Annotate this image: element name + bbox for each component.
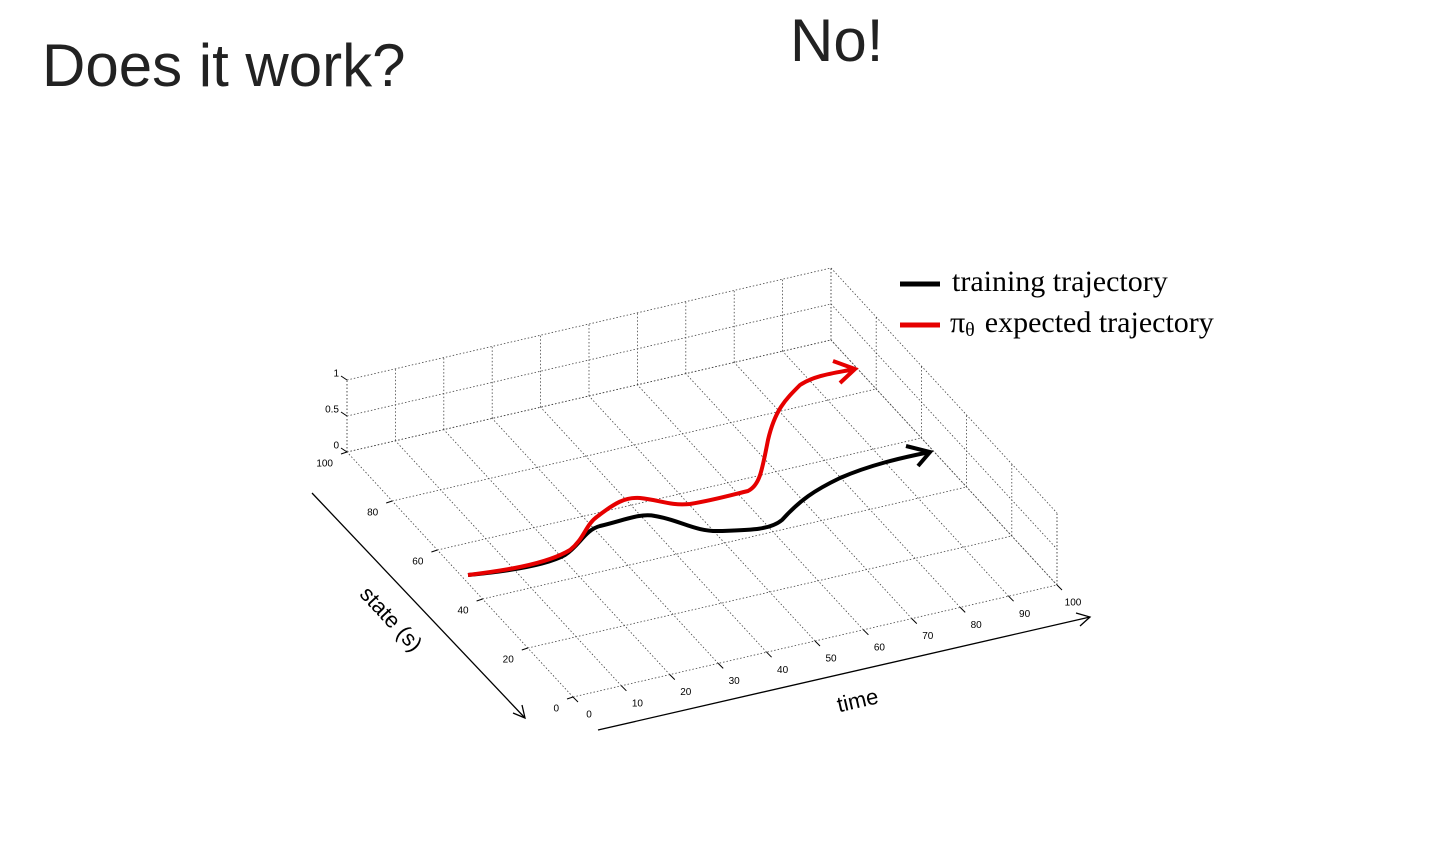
tick-mark xyxy=(621,685,627,692)
tick-mark xyxy=(863,629,869,636)
grid-line xyxy=(588,395,816,642)
grid-line xyxy=(346,267,832,381)
tick-mark xyxy=(340,447,348,453)
grid-line xyxy=(830,267,1058,514)
tick-mark xyxy=(1008,595,1014,602)
tick-mark xyxy=(340,411,348,417)
tick-mark xyxy=(386,500,393,504)
tick-mark xyxy=(431,549,438,553)
grid-line xyxy=(527,535,1012,649)
training-arrow-head xyxy=(905,444,934,468)
y-tick-label: 40 xyxy=(457,606,469,617)
z-tick-label: 0 xyxy=(333,441,339,452)
y-tick-label: 20 xyxy=(503,655,515,666)
legend-label: πθ expected trajectory xyxy=(950,306,1214,341)
time-arrow xyxy=(597,616,1091,731)
tick-mark xyxy=(814,640,821,647)
x-axis-label: time xyxy=(835,684,881,718)
legend-label: training trajectory xyxy=(952,265,1168,298)
y-tick-label: 100 xyxy=(316,459,333,470)
slide-title: Does it work? xyxy=(42,32,405,99)
grid-line xyxy=(733,362,961,608)
x-tick-label: 20 xyxy=(680,687,692,698)
grid-line xyxy=(637,384,864,631)
z-tick-label: 0.5 xyxy=(325,405,339,416)
tick-mark xyxy=(1056,584,1063,591)
y-tick-label: 60 xyxy=(412,557,424,568)
grid-line xyxy=(572,584,1058,698)
x-tick-label: 50 xyxy=(825,654,837,665)
grid-line xyxy=(346,339,832,453)
grid-line xyxy=(830,339,1058,586)
x-tick-label: 40 xyxy=(777,665,789,676)
grid-line xyxy=(830,303,1058,550)
tick-mark xyxy=(911,618,918,624)
z-tick-label: 1 xyxy=(333,369,339,380)
y-tick-label: 0 xyxy=(553,704,559,715)
legend-symbol: π xyxy=(950,306,965,339)
tick-mark xyxy=(340,375,348,381)
legend-subscript: θ xyxy=(965,319,975,341)
answer: No! xyxy=(790,7,883,74)
tick-mark xyxy=(959,607,966,613)
x-tick-label: 30 xyxy=(729,676,741,687)
grid-line xyxy=(392,388,877,502)
expected-arrow-head xyxy=(832,359,859,385)
tick-mark xyxy=(717,663,724,669)
training-trajectory xyxy=(467,450,931,577)
time-arrow-head xyxy=(1075,612,1092,627)
x-tick-label: 0 xyxy=(586,710,592,721)
grid-line xyxy=(782,350,1009,597)
state-arrow-head xyxy=(512,704,526,720)
x-tick-label: 60 xyxy=(874,642,886,653)
tick-mark xyxy=(521,647,528,651)
tick-mark xyxy=(766,651,772,658)
grid-line xyxy=(395,440,622,687)
grid-line xyxy=(491,418,719,664)
grid-line xyxy=(482,486,967,600)
x-tick-label: 70 xyxy=(922,631,934,642)
tick-mark xyxy=(340,451,348,455)
y-axis-label: state (s) xyxy=(355,581,427,656)
tick-mark xyxy=(572,696,579,703)
grid-line xyxy=(346,303,832,417)
grid-line xyxy=(685,373,913,619)
grid-line xyxy=(437,437,922,551)
grid-line xyxy=(830,339,1058,586)
x-tick-label: 80 xyxy=(971,620,983,631)
tick-mark xyxy=(476,598,483,602)
y-tick-label: 80 xyxy=(367,508,379,519)
state-arrow xyxy=(311,492,526,719)
tick-mark xyxy=(566,696,574,700)
grid xyxy=(346,267,1058,698)
grid-line xyxy=(346,451,574,698)
x-tick-label: 90 xyxy=(1019,609,1031,620)
grid-line xyxy=(540,406,767,653)
tick-mark xyxy=(669,674,676,680)
x-tick-label: 10 xyxy=(632,698,644,709)
grid-line xyxy=(443,429,671,675)
expected-trajectory xyxy=(467,367,856,577)
x-tick-label: 100 xyxy=(1065,598,1082,609)
legend-label-text: expected trajectory xyxy=(985,306,1214,339)
